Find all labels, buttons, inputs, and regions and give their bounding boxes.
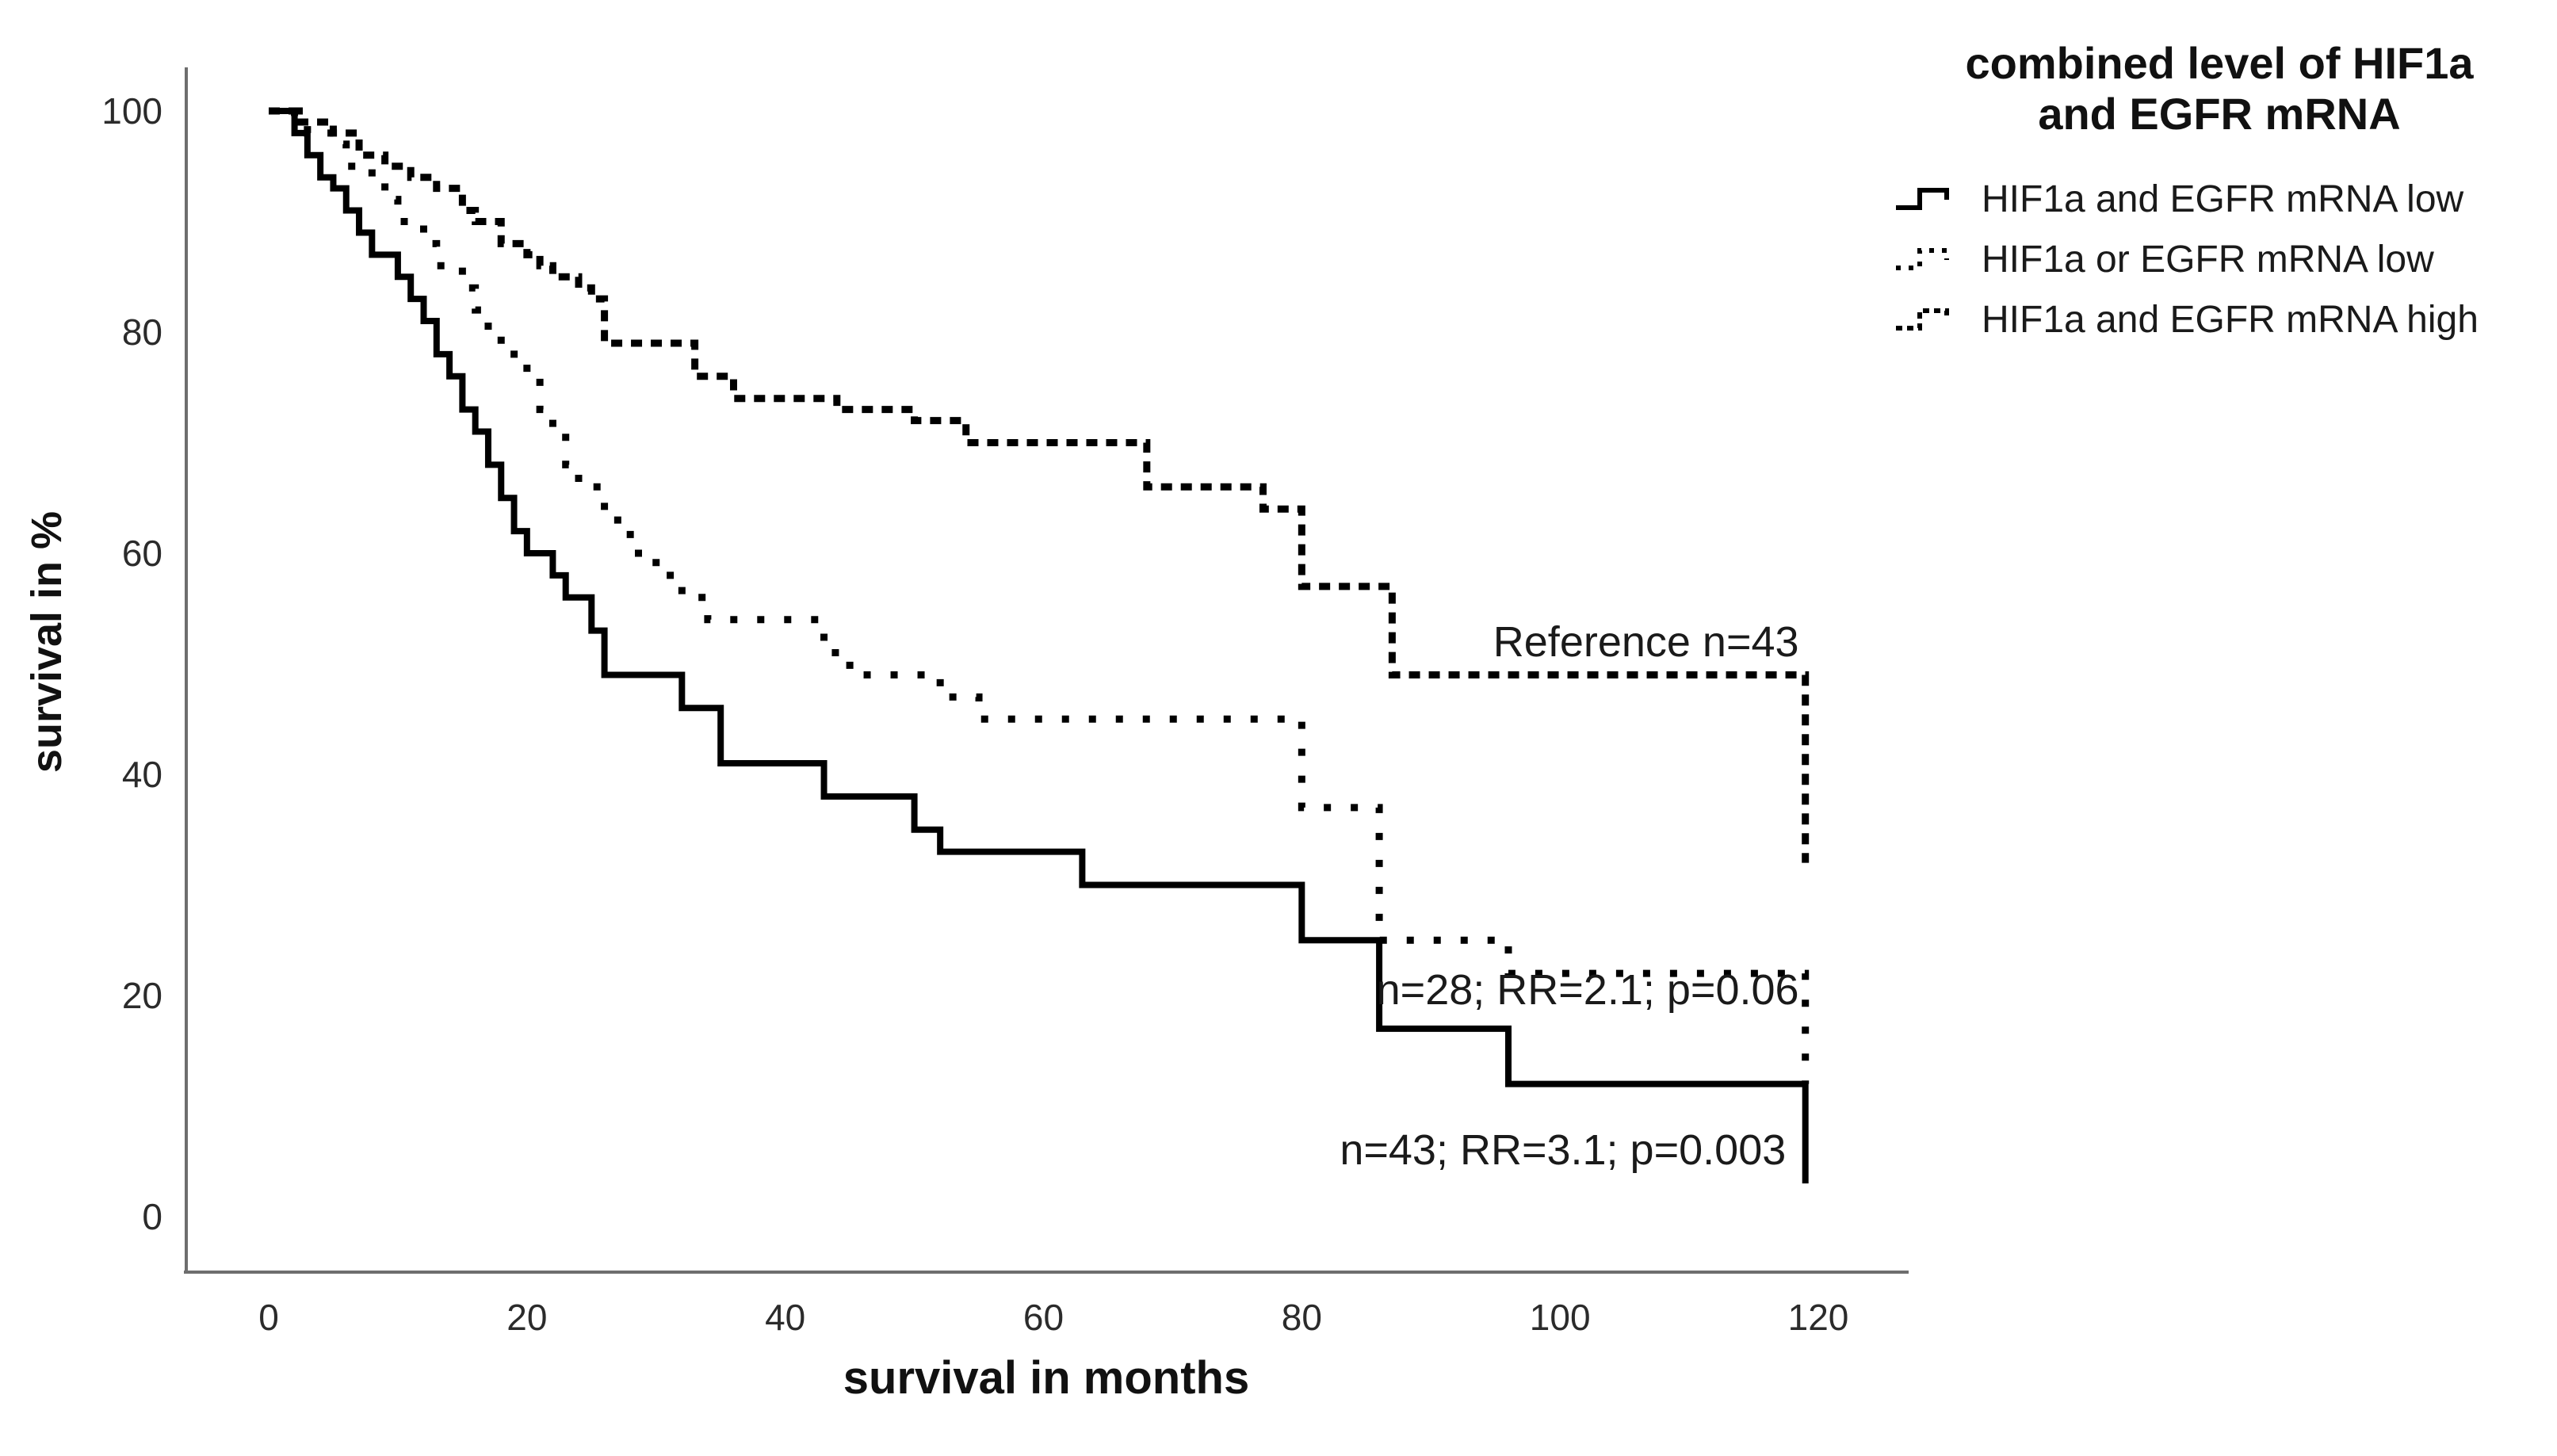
x-tick-label: 0 bbox=[258, 1297, 279, 1338]
legend-title: combined level of HIF1a and EGFR mRNA bbox=[1894, 38, 2544, 140]
annotation-low-group: n=43; RR=3.1; p=0.003 bbox=[1340, 1126, 1787, 1175]
dashed-sample-path bbox=[1896, 308, 1949, 331]
legend-item-label: HIF1a or EGFR mRNA low bbox=[1982, 239, 2434, 281]
legend-item: HIF1a and EGFR mRNA low bbox=[1894, 177, 2544, 223]
legend-item: HIF1a or EGFR mRNA low bbox=[1894, 237, 2544, 283]
x-tick-label: 80 bbox=[1281, 1297, 1322, 1338]
x-tick-label: 20 bbox=[506, 1297, 548, 1338]
curve-dashed-series-2 bbox=[269, 107, 1810, 863]
x-tick-label: 100 bbox=[1529, 1297, 1591, 1338]
legend-item: HIF1a and EGFR mRNA high bbox=[1894, 297, 2544, 343]
x-tick-label: 120 bbox=[1787, 1297, 1849, 1338]
y-tick-label: 60 bbox=[121, 533, 162, 574]
dotted-sample-path bbox=[1896, 247, 1949, 270]
legend: combined level of HIF1a and EGFR mRNA HI… bbox=[1894, 38, 2544, 357]
curve-solid-series-0 bbox=[269, 108, 1809, 1184]
x-axis-title: survival in months bbox=[843, 1352, 1250, 1404]
dotted-line-sample-icon bbox=[1896, 247, 1949, 270]
y-tick-label: 20 bbox=[121, 975, 162, 1016]
legend-item-label: HIF1a and EGFR mRNA high bbox=[1982, 299, 2479, 342]
legend-title-line1: combined level of HIF1a bbox=[1965, 38, 2474, 88]
legend-item-label: HIF1a and EGFR mRNA low bbox=[1982, 178, 2464, 221]
y-tick-label: 40 bbox=[121, 754, 162, 795]
legend-title-line2: and EGFR mRNA bbox=[2038, 89, 2401, 139]
annotation-middle-group: n=28; RR=2.1; p=0.06 bbox=[1376, 966, 1799, 1015]
curve-dotted-series-1 bbox=[269, 107, 1810, 1084]
x-tick-label: 40 bbox=[765, 1297, 806, 1338]
solid-line-sample-icon bbox=[1896, 187, 1949, 210]
y-tick-label: 100 bbox=[101, 90, 162, 132]
dashed-line-sample-icon bbox=[1896, 308, 1949, 331]
y-axis-title: survival in % bbox=[23, 510, 71, 774]
y-tick-label: 80 bbox=[121, 311, 162, 353]
y-tick-label: 0 bbox=[142, 1196, 162, 1237]
x-tick-label: 60 bbox=[1022, 1297, 1064, 1338]
solid-sample-path bbox=[1896, 187, 1949, 210]
annotation-reference: Reference n=43 bbox=[1493, 617, 1799, 666]
